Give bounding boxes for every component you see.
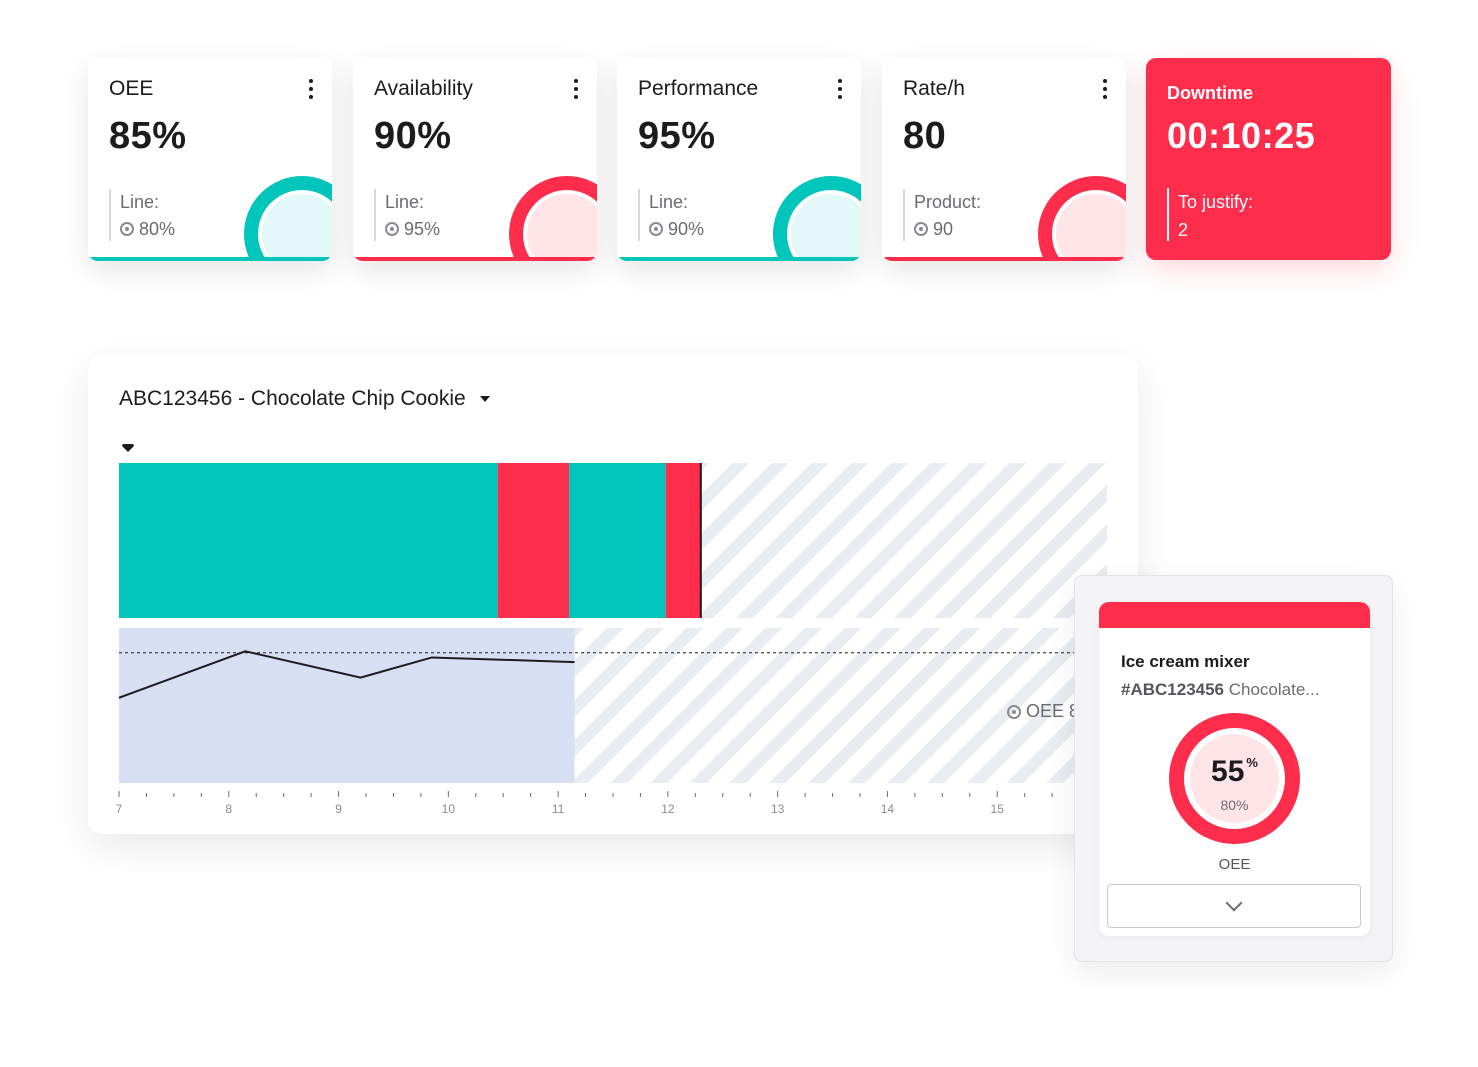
kebab-menu-icon[interactable] — [835, 79, 845, 103]
chevron-down-icon — [1225, 894, 1243, 912]
oee-caption: OEE — [1218, 856, 1251, 873]
kpi-card-downtime[interactable]: Downtime 00:10:25 To justify: 2 — [1146, 58, 1391, 260]
axis-tick-label: 12 — [661, 802, 675, 816]
kpi-sub-label: Product: — [914, 192, 982, 212]
kpi-target: 80% — [120, 215, 175, 243]
product-selector[interactable]: ABC123456 - Chocolate Chip Cookie — [119, 387, 490, 411]
gauge-icon — [509, 176, 597, 261]
kpi-status-bar — [617, 257, 861, 261]
axis-tick-label: 13 — [771, 802, 785, 816]
kpi-target-block: Line: 80% — [109, 189, 175, 241]
axis-tick-label: 7 — [116, 802, 123, 816]
product-code: #ABC123456 — [1121, 680, 1225, 699]
kpi-title: Availability — [374, 77, 473, 100]
kpi-target-block: Product: 90 — [903, 189, 981, 241]
machine-name: Ice cream mixer — [1121, 652, 1250, 671]
state-segment-stopped — [665, 463, 701, 618]
gauge-icon — [773, 176, 861, 261]
product-selector-label: ABC123456 - Chocolate Chip Cookie — [119, 387, 466, 410]
oee-unit: % — [1246, 755, 1258, 770]
oee-target-label-text: OEE 8 — [1026, 701, 1080, 721]
production-chart: 7 8 9 10 11 12 13 14 15 — [116, 463, 1108, 816]
kpi-card-rate[interactable]: Rate/h 80 Product: 90 — [882, 57, 1126, 261]
kebab-menu-icon[interactable] — [1100, 79, 1110, 103]
axis-tick-label: 8 — [225, 802, 232, 816]
target-icon — [120, 222, 134, 236]
kpi-card-oee[interactable]: OEE 85% Line: 80% — [88, 57, 332, 261]
downtime-justify-label: To justify: — [1178, 192, 1254, 212]
kpi-sub-label: Line: — [385, 192, 425, 212]
oee-ring-gauge: 55% 80% — [1169, 713, 1300, 844]
expand-button[interactable] — [1107, 884, 1361, 928]
target-icon — [914, 222, 928, 236]
kpi-target-block: Line: 90% — [638, 189, 704, 241]
caret-down-icon — [479, 396, 490, 402]
state-segment-running — [569, 463, 666, 618]
state-segment-stopped — [497, 463, 570, 618]
axis-tick-label: 14 — [881, 802, 895, 816]
kebab-menu-icon[interactable] — [571, 79, 581, 103]
downtime-title: Downtime — [1167, 83, 1254, 103]
product-name: Chocolate... — [1228, 680, 1320, 699]
kpi-value: 90% — [374, 115, 452, 157]
kpi-value: 80 — [903, 115, 947, 157]
kpi-target-value: 95% — [404, 219, 441, 239]
kpi-target-value: 90% — [668, 219, 705, 239]
axis-tick-label: 9 — [335, 802, 342, 816]
oee-ring-target: 80% — [1220, 797, 1249, 813]
oee-series-line — [118, 650, 575, 699]
downtime-justify-count: 2 — [1178, 220, 1189, 240]
machine-popup: Ice cream mixer #ABC123456 Chocolate... … — [1074, 575, 1393, 962]
kpi-sub-label: Line: — [649, 192, 689, 212]
kpi-status-bar — [882, 257, 1126, 261]
axis-tick-label: 11 — [552, 802, 565, 816]
kpi-title: Performance — [638, 77, 759, 100]
kpi-target-value: 80% — [139, 219, 176, 239]
kpi-value: 85% — [109, 115, 187, 157]
kpi-status-bar — [88, 257, 332, 261]
axis-tick-label: 10 — [442, 802, 456, 816]
kpi-title: Rate/h — [903, 77, 965, 100]
machine-card[interactable]: Ice cream mixer #ABC123456 Chocolate... … — [1099, 602, 1370, 936]
oee-ring-fill — [1190, 734, 1279, 823]
oee-value: 55 — [1211, 755, 1245, 788]
gauge-icon — [244, 176, 332, 261]
target-icon — [649, 222, 663, 236]
production-timeline-card: ABC123456 - Chocolate Chip Cookie 7 8 9 10 1… — [88, 355, 1138, 834]
current-time-marker-icon — [122, 444, 134, 452]
axis-tick-label: 15 — [991, 802, 1005, 816]
oee-past-area — [119, 628, 575, 783]
kpi-target: 90 — [914, 215, 981, 243]
kpi-value: 95% — [638, 115, 716, 157]
downtime-value: 00:10:25 — [1167, 115, 1316, 156]
machine-product-ref: #ABC123456 Chocolate... — [1121, 680, 1319, 700]
kpi-card-performance[interactable]: Performance 95% Line: 90% — [617, 57, 861, 261]
kpi-target: 95% — [385, 215, 440, 243]
kpi-card-availability[interactable]: Availability 90% Line: 95% — [353, 57, 597, 261]
oee-target-label: OEE 8 — [1007, 701, 1079, 722]
target-icon — [1007, 704, 1021, 719]
downtime-justify-block: To justify: 2 — [1167, 188, 1253, 241]
kpi-title: OEE — [109, 77, 154, 100]
kpi-target-value: 90 — [933, 219, 954, 239]
kpi-status-bar — [353, 257, 597, 261]
kebab-menu-icon[interactable] — [306, 79, 316, 103]
gauge-icon — [1038, 176, 1126, 261]
oee-ring-value: 55% — [1184, 755, 1285, 789]
kpi-target: 90% — [649, 215, 704, 243]
target-icon — [385, 222, 399, 236]
kpi-target-block: Line: 95% — [374, 189, 440, 241]
machine-status-band — [1099, 602, 1370, 628]
state-segment-running — [119, 463, 498, 618]
kpi-sub-label: Line: — [120, 192, 160, 212]
